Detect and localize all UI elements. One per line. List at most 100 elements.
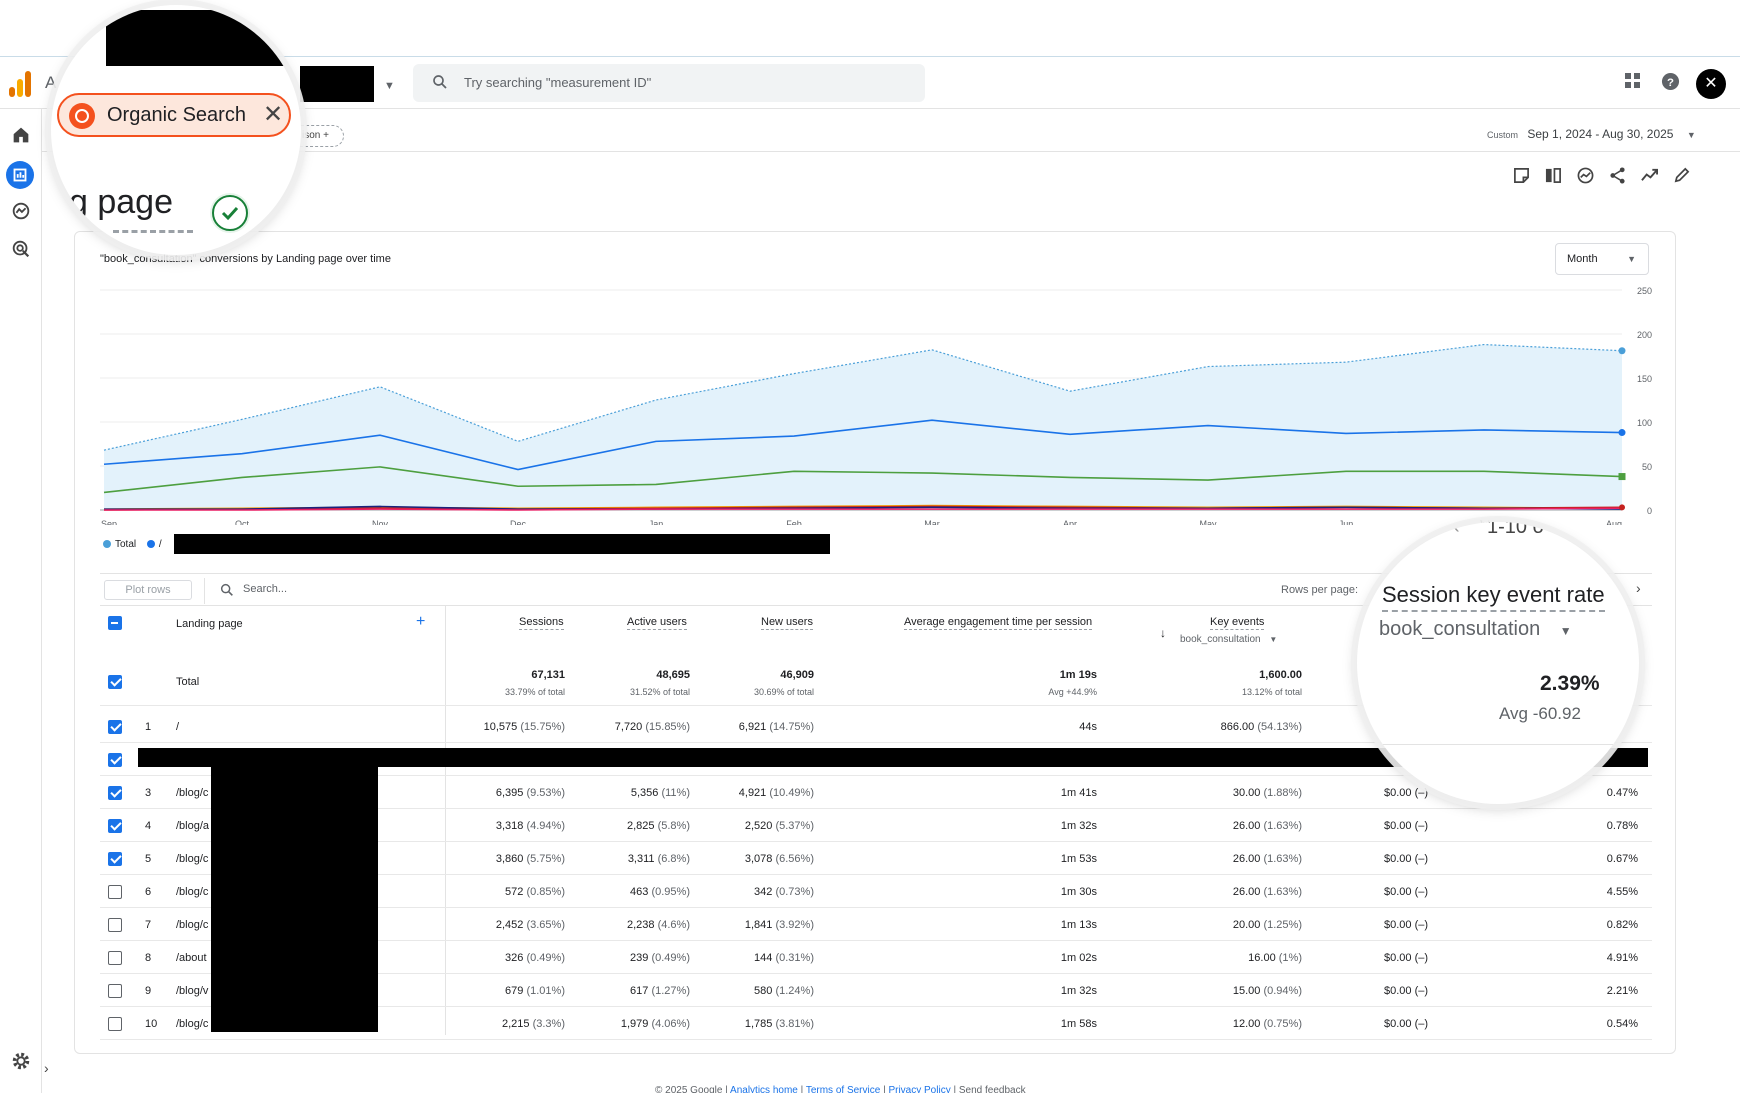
row-landing-page[interactable]: /about xyxy=(176,952,207,964)
insights-icon[interactable] xyxy=(1577,167,1594,184)
total-checkbox[interactable] xyxy=(108,675,122,689)
total-bottom-line xyxy=(100,705,1652,706)
organic-search-chip[interactable]: Organic Search ✕ xyxy=(57,93,291,137)
row-divider xyxy=(100,973,1652,974)
property-dropdown-icon[interactable]: ▼ xyxy=(384,80,395,92)
y-tick-label: 0 xyxy=(1647,506,1652,516)
chart-legend: Total / xyxy=(103,539,162,550)
row-index: 10 xyxy=(145,1018,158,1030)
account-avatar[interactable]: ✕ xyxy=(1696,69,1726,99)
row-new-users: 2,520 (5.37%) xyxy=(744,820,814,832)
expand-nav-icon[interactable]: › xyxy=(44,1060,49,1076)
row-key-events: 20.00 (1.25%) xyxy=(1232,919,1302,931)
help-icon[interactable]: ? xyxy=(1661,72,1680,91)
row-divider xyxy=(100,874,1652,875)
edit-pencil-icon[interactable] xyxy=(1673,167,1690,184)
share-icon[interactable] xyxy=(1609,167,1626,184)
footer-analytics-home-link[interactable]: Analytics home xyxy=(730,1085,798,1093)
magnified-event-filter[interactable]: book_consultation ▼ xyxy=(1379,618,1572,640)
verified-check-icon xyxy=(212,195,248,231)
select-all-checkbox[interactable] xyxy=(108,616,122,630)
redacted-row-2 xyxy=(138,748,1648,767)
col-landing-page[interactable]: Landing page xyxy=(176,618,243,630)
footer-feedback[interactable]: Send feedback xyxy=(958,1085,1026,1093)
row-revenue: $0.00 (–) xyxy=(1384,820,1429,832)
row-landing-page[interactable]: /blog/c xyxy=(176,787,209,799)
row-checkbox[interactable] xyxy=(108,720,122,734)
series-end-marker xyxy=(1618,473,1626,481)
legend-total-label: Total xyxy=(115,539,137,550)
row-checkbox[interactable] xyxy=(108,1017,122,1031)
row-landing-page[interactable]: /blog/c xyxy=(176,853,209,865)
magnified-col-session-key-event-rate[interactable]: Session key event rate xyxy=(1382,582,1605,612)
table-search-input[interactable]: Search... xyxy=(243,583,288,595)
left-nav-rail xyxy=(0,109,42,1093)
date-range-selector[interactable]: Custom Sep 1, 2024 - Aug 30, 2025 ▼ xyxy=(1487,127,1696,141)
row-checkbox[interactable] xyxy=(108,885,122,899)
col-new-users[interactable]: New users xyxy=(761,616,813,630)
row-checkbox[interactable] xyxy=(108,786,122,800)
next-page-button[interactable]: › xyxy=(1636,580,1641,596)
dimension-column-divider xyxy=(445,605,446,1035)
row-divider xyxy=(100,907,1652,908)
row-divider xyxy=(100,742,1652,743)
add-dimension-button[interactable]: + xyxy=(416,613,426,630)
header-top-line xyxy=(100,605,1652,606)
row-revenue: $0.00 (–) xyxy=(1384,919,1429,931)
col-active-users[interactable]: Active users xyxy=(627,616,687,630)
explore-icon[interactable] xyxy=(10,200,32,222)
sort-arrow-icon[interactable]: ↓ xyxy=(1160,626,1166,640)
magnifier-filter: Organic Search ✕ g page xyxy=(51,5,301,255)
row-checkbox[interactable] xyxy=(108,852,122,866)
x-tick-label: Apr xyxy=(1063,519,1077,525)
row-checkbox[interactable] xyxy=(108,951,122,965)
search-bar[interactable]: Try searching "measurement ID" xyxy=(413,64,925,102)
total-active-users-share: 31.52% of total xyxy=(629,687,690,697)
key-events-filter[interactable]: book_consultation ▼ xyxy=(1180,634,1278,645)
row-landing-page[interactable]: /blog/a xyxy=(176,820,210,832)
row-sessions: 6,395 (9.53%) xyxy=(495,787,565,799)
col-sessions[interactable]: Sessions xyxy=(519,616,564,630)
row-active-users: 2,238 (4.6%) xyxy=(627,919,690,931)
row-key-events: 26.00 (1.63%) xyxy=(1232,853,1302,865)
granularity-select[interactable]: Month ▼ xyxy=(1555,243,1649,275)
row-key-event-rate: 4.55% xyxy=(1606,886,1638,898)
granularity-value: Month xyxy=(1567,253,1598,265)
row-divider xyxy=(100,1006,1652,1007)
compare-columns-icon[interactable] xyxy=(1545,167,1562,184)
y-tick-label: 50 xyxy=(1642,462,1652,472)
footer-terms-link[interactable]: Terms of Service xyxy=(805,1085,881,1093)
row-checkbox[interactable] xyxy=(108,984,122,998)
row-avg-engagement: 1m 32s xyxy=(1060,820,1097,832)
row-checkbox[interactable] xyxy=(108,753,122,767)
row-key-event-rate: 0.78% xyxy=(1606,820,1638,832)
row-checkbox[interactable] xyxy=(108,819,122,833)
row-new-users: 342 (0.73%) xyxy=(754,886,814,898)
row-landing-page[interactable]: / xyxy=(176,721,180,733)
analytics-logo-icon[interactable] xyxy=(9,71,31,97)
row-active-users: 5,356 (11%) xyxy=(630,787,690,799)
row-landing-page[interactable]: /blog/c xyxy=(176,1018,209,1030)
trend-icon[interactable] xyxy=(1641,167,1658,184)
y-tick-label: 150 xyxy=(1637,374,1652,384)
apps-grid-icon[interactable] xyxy=(1624,72,1642,90)
col-key-events[interactable]: Key events xyxy=(1210,616,1265,630)
row-divider xyxy=(100,808,1652,809)
advertising-icon[interactable] xyxy=(10,238,32,260)
footer: © 2025 Google | Analytics home | Terms o… xyxy=(655,1085,1026,1093)
row-landing-page[interactable]: /blog/c xyxy=(176,919,209,931)
row-sessions: 2,215 (3.3%) xyxy=(502,1018,565,1030)
annotation-icon[interactable] xyxy=(1513,167,1530,184)
chip-close-icon[interactable]: ✕ xyxy=(263,101,284,128)
row-divider xyxy=(100,841,1652,842)
row-active-users: 617 (1.27%) xyxy=(630,985,690,997)
plot-rows-button[interactable]: Plot rows xyxy=(104,580,192,600)
settings-gear-icon[interactable] xyxy=(10,1050,32,1072)
row-landing-page[interactable]: /blog/c xyxy=(176,886,209,898)
footer-privacy-link[interactable]: Privacy Policy xyxy=(888,1085,951,1093)
row-landing-page[interactable]: /blog/v xyxy=(176,985,209,997)
row-checkbox[interactable] xyxy=(108,918,122,932)
magnified-pager-prev: ‹ xyxy=(1453,522,1460,538)
col-avg-engagement[interactable]: Average engagement time per session xyxy=(904,616,1093,630)
home-icon[interactable] xyxy=(10,124,32,146)
